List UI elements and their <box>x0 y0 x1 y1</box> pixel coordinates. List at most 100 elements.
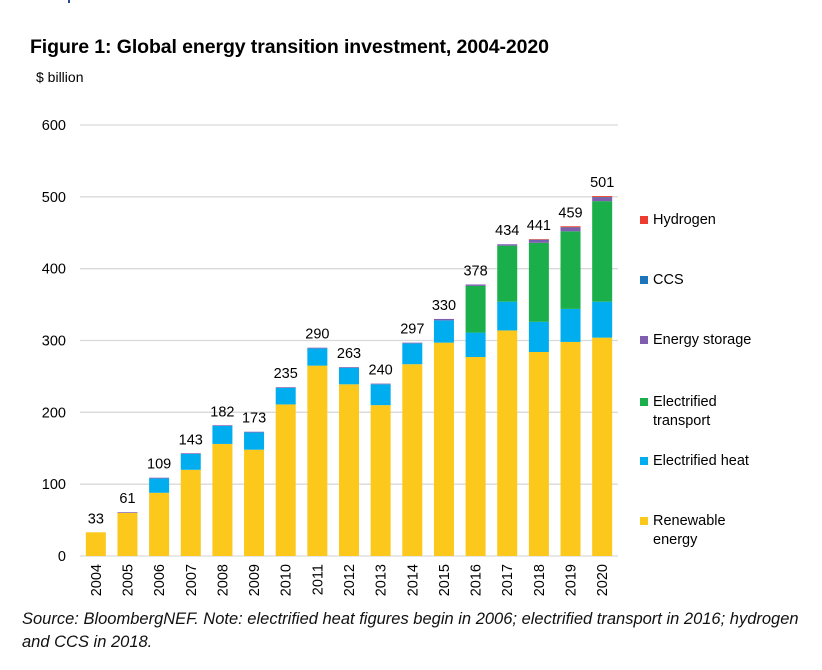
bar-segment-renewable-energy <box>307 365 328 556</box>
bar-stack-2005 <box>117 512 138 556</box>
legend-label: Renewable energy <box>653 512 726 550</box>
bar-stack-2010 <box>275 387 296 556</box>
x-tick-label: 2011 <box>310 564 326 595</box>
bar-segment-electrified-heat <box>592 301 613 338</box>
x-tick-label: 2006 <box>152 564 168 596</box>
legend-label-line: Electrified heat <box>653 453 749 469</box>
legend-swatch <box>640 216 648 224</box>
legend-swatch <box>640 517 648 525</box>
total-labels: 33 61 109 143 182 173 235 290 263 240 297 330 378 434… <box>88 175 615 527</box>
bar-segment-electrified-heat <box>465 332 486 358</box>
x-tick-label: 2018 <box>532 564 548 596</box>
bar-segment-renewable-energy <box>370 405 391 556</box>
legend-item-electrified-heat: Electrified heat <box>640 452 810 471</box>
bar-stack-2007 <box>180 453 201 556</box>
bar-segment-electrified-heat <box>339 367 359 385</box>
legend-swatch <box>640 276 648 284</box>
bar-segment-renewable-energy <box>244 449 265 556</box>
total-data-label: 240 <box>369 363 393 379</box>
legend-label-line: Renewable <box>653 513 726 529</box>
y-tick-label: 200 <box>42 405 66 421</box>
chart-title: Figure 1: Global energy transition inves… <box>30 36 549 58</box>
bar-stack-2004 <box>85 532 106 556</box>
source-note: Source: BloombergNEF. Note: electrified … <box>22 610 799 651</box>
bar-segment-electrified-heat <box>212 425 233 444</box>
bar-segment-hydrogen <box>528 239 549 240</box>
bar-segment-renewable-energy <box>560 341 581 556</box>
bar-segment-energy-storage <box>339 367 359 368</box>
bar-segment-electrified-heat <box>528 321 549 352</box>
bar-segment-electrified-heat <box>180 453 201 470</box>
legend-item-electrified-transport: Electrified transport <box>640 393 810 431</box>
legend-label-line: energy <box>653 532 698 548</box>
bar-segment-energy-storage <box>307 347 328 349</box>
bar-stack-2019 <box>560 226 581 556</box>
legend-item-ccs: CCS <box>640 271 810 290</box>
total-data-label: 263 <box>337 346 361 362</box>
bar-segment-energy-storage <box>180 453 201 454</box>
bar-segment-electrified-heat <box>402 343 423 365</box>
bar-segment-renewable-energy <box>149 492 170 556</box>
x-tick-label: 2017 <box>500 564 516 596</box>
bar-segment-electrified-heat <box>307 348 328 366</box>
bar-stack-2006 <box>149 477 170 556</box>
legend-label: Energy storage <box>653 331 751 350</box>
total-data-label: 330 <box>432 298 456 314</box>
bar-segment-renewable-energy <box>275 404 296 556</box>
bar-segment-renewable-energy <box>402 364 423 556</box>
bar-stack-2015 <box>433 318 454 556</box>
total-data-label: 61 <box>119 491 135 507</box>
bar-segment-electrified-heat <box>433 320 454 343</box>
bar-segment-ccs <box>592 197 613 198</box>
bar-stack-2009 <box>244 431 265 556</box>
bar-segment-electrified-transport <box>465 285 486 333</box>
bar-segment-electrified-heat <box>370 384 391 406</box>
x-tick-label: 2016 <box>469 564 485 596</box>
x-tick-label: 2004 <box>89 564 105 596</box>
y-tick-label: 600 <box>42 118 66 134</box>
y-tick-label: 500 <box>42 190 66 206</box>
legend-label-line: Electrified <box>653 394 717 410</box>
bar-stack-2016 <box>465 284 486 556</box>
legend-item-hydrogen: Hydrogen <box>640 211 810 230</box>
x-tick-label: 2007 <box>184 564 200 596</box>
legend-label: Hydrogen <box>653 211 716 230</box>
legend-label-line: Energy storage <box>653 332 752 348</box>
y-tick-label: 0 <box>58 549 66 565</box>
y-axis-ticks: 0 100 200 300 400 500 600 <box>42 118 66 565</box>
bar-segment-hydrogen <box>592 196 613 198</box>
bar-segment-energy-storage <box>275 387 296 388</box>
bar-segment-renewable-energy <box>528 351 549 556</box>
total-data-label: 33 <box>88 511 104 527</box>
x-tick-label: 2008 <box>215 564 231 596</box>
bar-segment-renewable-energy <box>497 330 518 556</box>
legend-label: Electrified transport <box>653 393 717 431</box>
bar-segment-energy-storage <box>212 425 233 426</box>
x-tick-label: 2020 <box>595 564 611 596</box>
bar-segment-electrified-transport <box>592 201 613 302</box>
bar-segment-electrified-transport <box>560 231 581 309</box>
total-data-label: 235 <box>274 366 298 382</box>
x-tick-label: 2012 <box>342 564 358 596</box>
bar-segment-energy-storage <box>117 512 138 513</box>
bar-segment-renewable-energy <box>212 443 233 556</box>
legend-label: Electrified heat <box>653 452 749 471</box>
bar-stack-2013 <box>370 383 391 556</box>
total-data-label: 297 <box>400 322 424 338</box>
bar-segment-renewable-energy <box>465 357 486 556</box>
legend-swatch <box>640 336 648 344</box>
y-tick-label: 300 <box>42 334 66 350</box>
y-tick-label: 100 <box>42 477 66 493</box>
legend-label-line: Hydrogen <box>653 212 716 228</box>
bar-segment-renewable-energy <box>339 384 359 556</box>
bar-segment-electrified-heat <box>560 308 581 342</box>
total-data-label: 182 <box>210 404 234 420</box>
x-tick-label: 2019 <box>564 564 580 596</box>
legend-item-energy-storage: Energy storage <box>640 331 810 350</box>
bar-segment-renewable-energy <box>592 337 613 556</box>
bar-segment-renewable-energy <box>433 342 454 556</box>
decorative-mark <box>68 0 70 3</box>
bar-stack-2012 <box>339 367 359 556</box>
bars <box>85 196 613 556</box>
